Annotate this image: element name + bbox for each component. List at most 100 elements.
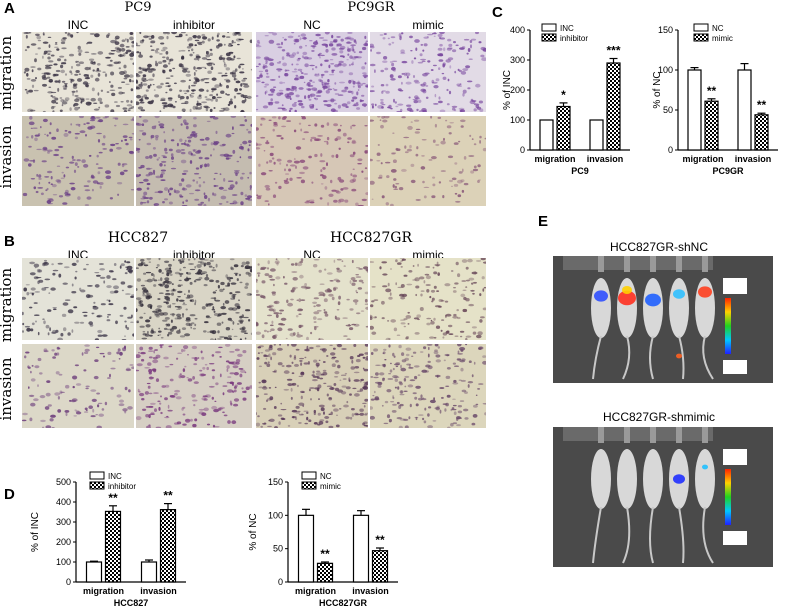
legend-swatch <box>301 481 317 490</box>
mouse-tail <box>702 335 714 380</box>
y-tick-label: 150 <box>268 477 283 487</box>
panel-b-label: B <box>4 233 15 250</box>
y-tick-label: 0 <box>278 577 283 587</box>
panel-e-top-title: HCC827GR-shNC <box>609 240 709 254</box>
micrograph-hcc827gr-mimic-migration <box>370 258 486 340</box>
panel-e-label: E <box>538 213 549 230</box>
chart-c2: 0 50 100 150 % of NC ** migration ** invasion PC9… <box>652 23 778 176</box>
mouse-tail <box>622 335 631 380</box>
mouse-body <box>591 278 611 338</box>
micrograph-hcc827gr-nc-migration <box>256 258 368 340</box>
bar-NC-invasion <box>352 514 370 583</box>
category-label: invasion <box>735 154 772 164</box>
micrograph-hcc827-inc-invasion <box>22 344 134 428</box>
panel-b-row-migration: migration <box>0 267 15 343</box>
legend-swatch <box>541 33 557 42</box>
bar-INC-migration <box>539 119 554 151</box>
category-label: migration <box>295 586 336 596</box>
bar-NC-migration <box>687 69 702 151</box>
y-axis-label: % of INC <box>30 512 41 552</box>
micrograph-pc9-inc-invasion <box>22 116 134 206</box>
bar-mimic-migration <box>316 562 334 583</box>
bar-NC-migration <box>297 514 315 583</box>
luminescence-signal <box>698 286 712 298</box>
x-axis-label: HCC827GR <box>319 598 368 607</box>
legend-swatch <box>693 23 709 32</box>
category-label: migration <box>83 586 124 596</box>
mouse-tail <box>592 335 602 380</box>
y-tick-label: 100 <box>658 65 673 75</box>
bar-INC-invasion <box>140 561 158 583</box>
micrograph-pc9gr-mimic-migration <box>370 32 486 112</box>
y-tick-label: 50 <box>273 544 283 554</box>
legend-label: mimic <box>712 34 733 43</box>
x-axis-label: HCC827 <box>114 598 149 607</box>
y-tick-label: 0 <box>66 577 71 587</box>
color-scale-bar <box>725 469 731 525</box>
significance-mark: ** <box>375 533 385 547</box>
legend-label: INC <box>108 472 122 481</box>
panel-a-row-invasion: invasion <box>0 125 15 189</box>
bar-inhibitor-invasion <box>159 508 177 583</box>
y-tick-label: 200 <box>56 537 71 547</box>
category-label: migration <box>534 154 575 164</box>
panel-a-label: A <box>4 0 15 17</box>
legend-swatch <box>693 33 709 42</box>
luminescence-signal <box>622 286 632 294</box>
mouse-body <box>617 449 637 509</box>
legend-swatch <box>89 471 105 480</box>
y-axis-label: % of INC <box>502 70 513 110</box>
legend-label: NC <box>712 24 724 33</box>
y-tick-label: 100 <box>510 115 525 125</box>
significance-mark: ** <box>320 547 330 561</box>
bioluminescence-image-shmimic <box>553 427 773 567</box>
x-axis-label: PC9 <box>571 166 589 176</box>
bar-inhibitor-migration <box>104 510 122 583</box>
luminescence-signal <box>702 464 708 470</box>
significance-mark: *** <box>606 44 620 58</box>
y-tick-label: 50 <box>663 105 673 115</box>
color-scale-bar <box>725 298 731 354</box>
bar-INC-migration <box>85 561 103 583</box>
y-tick-label: 150 <box>658 25 673 35</box>
mouse-tail <box>592 506 602 564</box>
panel-d-label: D <box>4 486 15 503</box>
micrograph-hcc827-inhibitor-migration <box>136 258 252 340</box>
panel-a-col-inhibitor: inhibitor <box>172 18 216 32</box>
significance-mark: ** <box>108 491 118 505</box>
legend-label: INC <box>560 24 574 33</box>
y-tick-label: 0 <box>668 145 673 155</box>
y-tick-label: 100 <box>268 510 283 520</box>
category-label: migration <box>682 154 723 164</box>
legend-label: mimic <box>320 482 341 491</box>
legend-swatch <box>301 471 317 480</box>
panel-a-row-migration: migration <box>0 35 15 111</box>
y-tick-label: 0 <box>520 145 525 155</box>
y-axis-label: % of NC <box>652 71 663 108</box>
luminescence-signal <box>673 289 685 299</box>
panel-b-left-title: HCC827 <box>107 230 169 246</box>
bar-INC-invasion <box>589 119 604 151</box>
bar-inhibitor-invasion <box>606 62 621 151</box>
panel-a-left-title: PC9 <box>124 0 152 15</box>
panel-e-bottom-title: HCC827GR-shmimic <box>602 410 715 424</box>
bar-inhibitor-migration <box>556 105 571 151</box>
panel-a-col-nc: NC <box>303 18 321 32</box>
luminescence-signal <box>673 474 685 484</box>
category-label: invasion <box>587 154 624 164</box>
luminescence-signal <box>676 353 682 359</box>
y-tick-label: 300 <box>56 517 71 527</box>
significance-mark: ** <box>163 489 173 503</box>
bar-mimic-invasion <box>754 114 769 151</box>
legend-label: NC <box>320 472 332 481</box>
bar-NC-invasion <box>737 69 752 151</box>
micrograph-pc9gr-nc-invasion <box>256 116 368 206</box>
mouse-body <box>643 449 663 509</box>
micrograph-pc9-inhibitor-migration <box>136 32 252 112</box>
micrograph-hcc827-inhibitor-invasion <box>136 344 252 428</box>
micrograph-pc9-inhibitor-invasion <box>136 116 252 206</box>
x-axis-label: PC9GR <box>712 166 744 176</box>
luminescence-signal <box>594 290 608 302</box>
mouse-body <box>695 449 715 509</box>
y-tick-label: 400 <box>56 497 71 507</box>
